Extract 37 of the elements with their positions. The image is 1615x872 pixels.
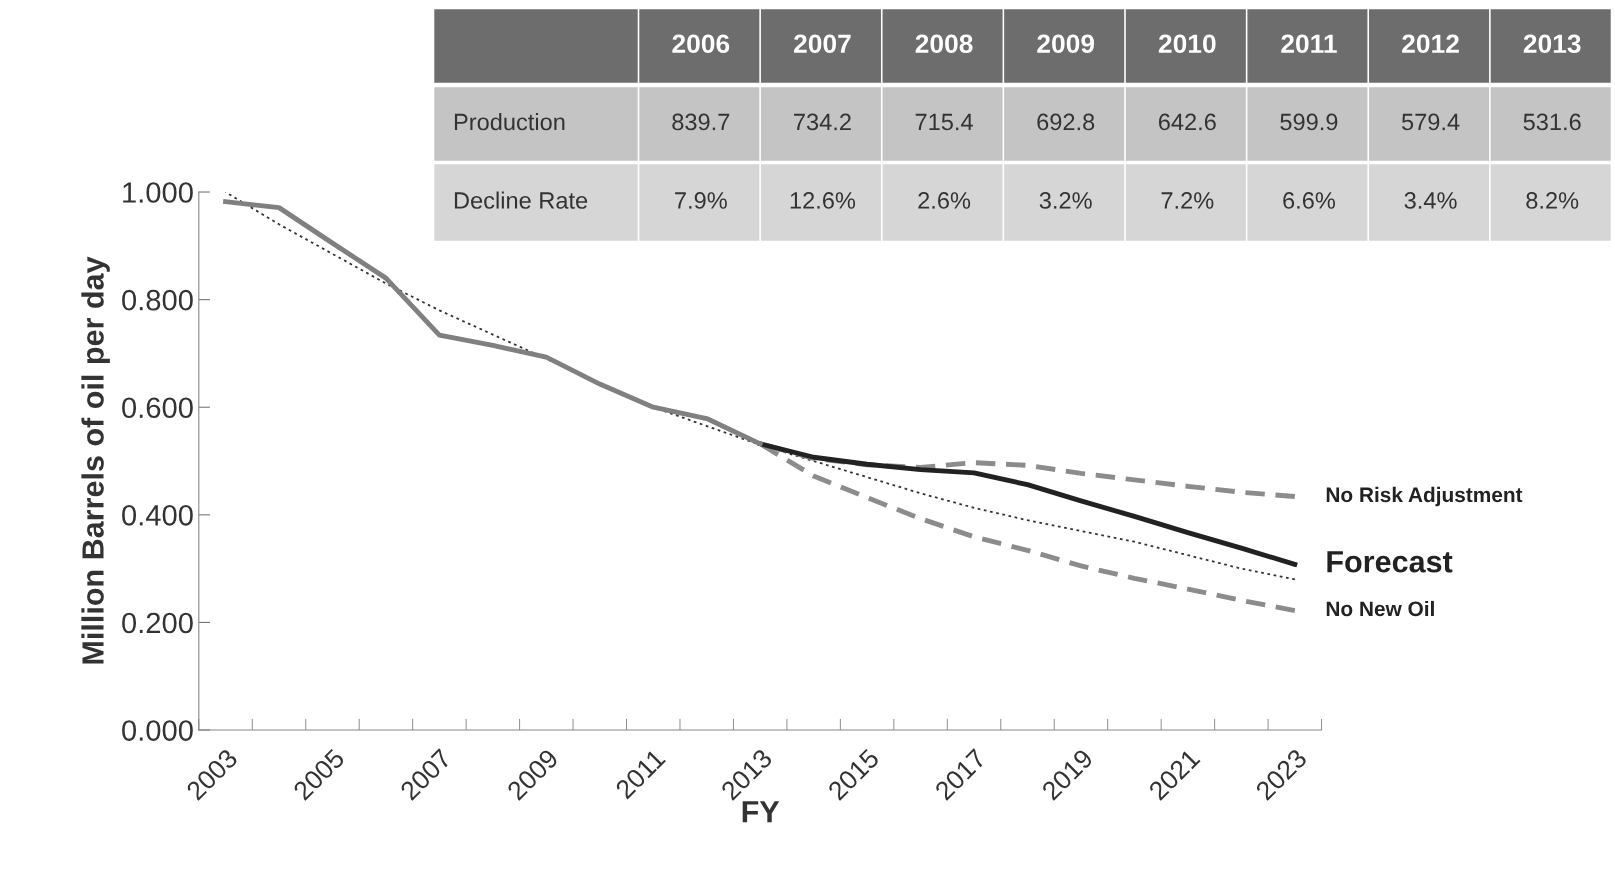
series-label: No New Oil [1326, 600, 1434, 617]
text: 8.2% [1526, 192, 1579, 209]
text: 2013 [1523, 34, 1581, 54]
text: 2007 [794, 34, 851, 54]
annotation: 7.2% [1161, 192, 1214, 209]
text: 2011 [1281, 34, 1337, 54]
y-tick-label: 0.600 [122, 397, 193, 419]
text: 2010 [1158, 34, 1216, 54]
x-axis-title: FY [742, 801, 780, 823]
y-tick-label: 0.400 [122, 505, 193, 526]
annotation: Decline Rate [454, 191, 588, 209]
text: 2009 [1037, 34, 1095, 54]
annotation: 12.6% [790, 192, 856, 209]
annotation: 3.2% [1039, 192, 1092, 209]
annotation: 6.6% [1283, 192, 1336, 209]
y-axis-title: Million Barrels of oil per day [81, 256, 110, 664]
y-tick-label: 0.000 [122, 720, 193, 741]
text: 2008 [915, 34, 973, 54]
text: 734.2 [794, 113, 851, 131]
text: 692.8 [1037, 113, 1095, 131]
text: 2012 [1402, 34, 1459, 54]
text: 642.6 [1158, 113, 1216, 131]
y-tick-label: 1.000 [123, 182, 193, 203]
series-label: Forecast [1327, 551, 1453, 573]
annotation: 2.6% [918, 192, 971, 209]
y-tick-label: 0.800 [122, 289, 193, 311]
text: 599.9 [1280, 113, 1338, 131]
text: 839.7 [672, 113, 730, 131]
text: 579.4 [1401, 113, 1460, 131]
y-tick-label: 0.200 [122, 612, 193, 634]
series-label: No Risk Adjustment [1326, 486, 1523, 507]
annotation: 7.9% [675, 192, 727, 209]
text: 715.4 [915, 113, 973, 131]
text: Production [454, 113, 565, 131]
text: 3.4% [1404, 192, 1457, 209]
text: 531.6 [1523, 113, 1581, 131]
text: 2006 [672, 34, 730, 54]
